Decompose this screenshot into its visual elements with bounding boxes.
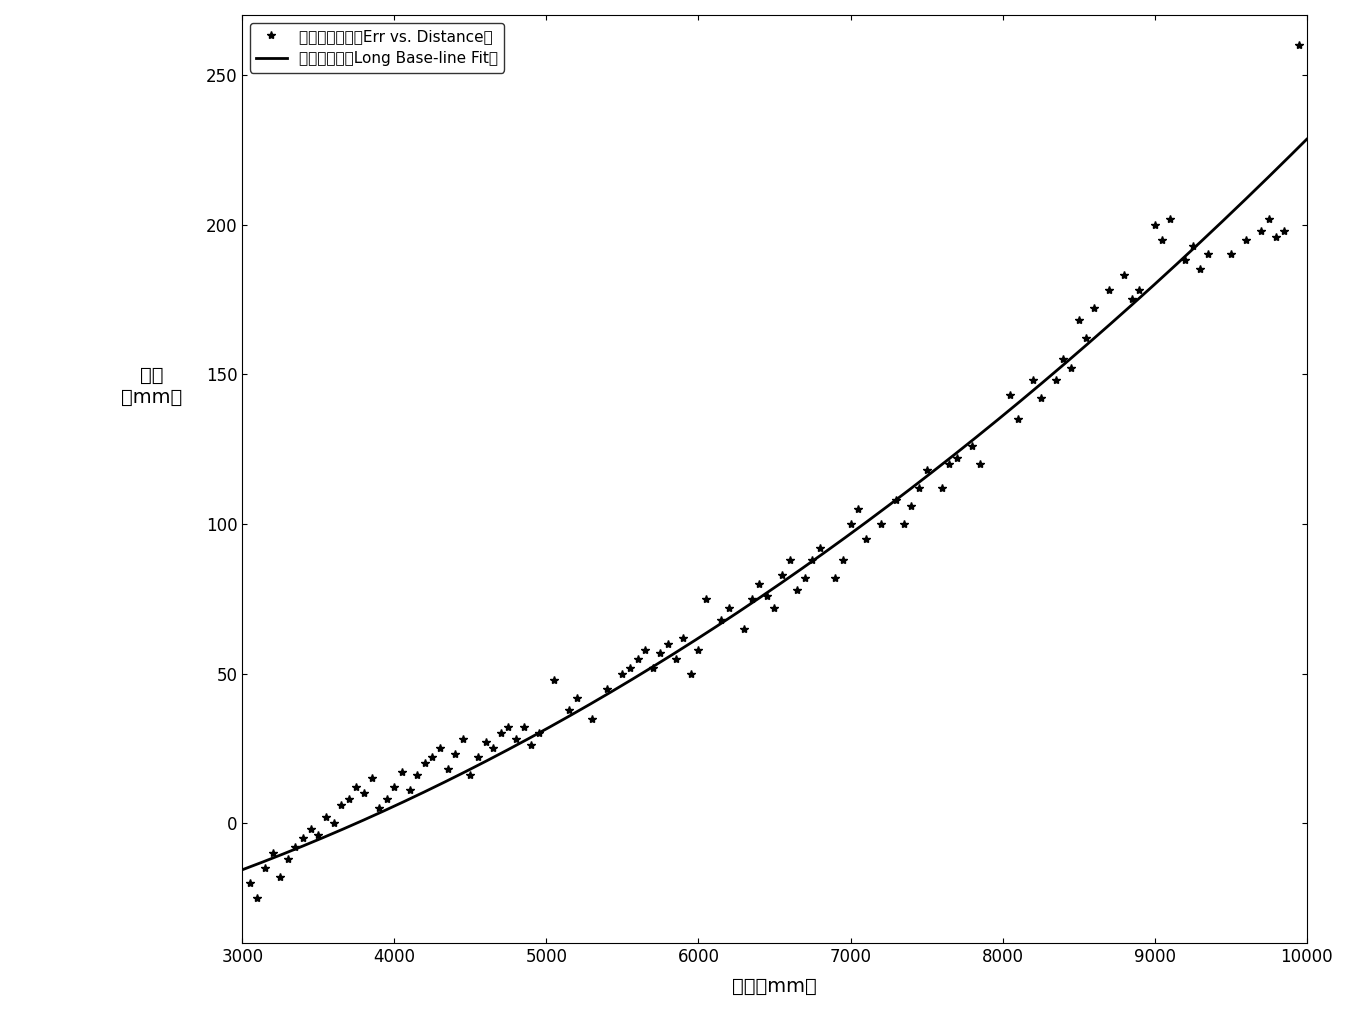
长基线拟合（Long Base-line Fit）	[1298, 133, 1314, 146]
距离测量误差（Err vs. Distance）	[1002, 389, 1018, 401]
距离测量误差（Err vs. Distance）	[280, 853, 297, 865]
距离测量误差（Err vs. Distance）	[272, 871, 288, 884]
距离测量误差（Err vs. Distance）	[241, 878, 257, 890]
距离测量误差（Err vs. Distance）	[1085, 302, 1101, 314]
长基线拟合（Long Base-line Fit）	[724, 611, 740, 623]
Text: 误差
（mm）: 误差 （mm）	[121, 366, 182, 406]
长基线拟合（Long Base-line Fit）	[288, 842, 305, 854]
距离测量误差（Err vs. Distance）	[523, 739, 539, 751]
Line: 距离测量误差（Err vs. Distance）: 距离测量误差（Err vs. Distance）	[245, 40, 1304, 902]
长基线拟合（Long Base-line Fit）	[1267, 164, 1283, 176]
X-axis label: 距离（mm）: 距离（mm）	[732, 977, 817, 996]
距离测量误差（Err vs. Distance）	[249, 892, 266, 904]
Legend: 距离测量误差（Err vs. Distance）, 长基线拟合（Long Base-line Fit）: 距离测量误差（Err vs. Distance）, 长基线拟合（Long Bas…	[249, 22, 504, 73]
长基线拟合（Long Base-line Fit）	[752, 591, 768, 604]
长基线拟合（Long Base-line Fit）	[1267, 165, 1283, 177]
长基线拟合（Long Base-line Fit）	[235, 863, 251, 876]
距离测量误差（Err vs. Distance）	[1291, 38, 1308, 51]
距离测量误差（Err vs. Distance）	[1200, 249, 1216, 261]
长基线拟合（Long Base-line Fit）	[1072, 344, 1088, 356]
Line: 长基线拟合（Long Base-line Fit）: 长基线拟合（Long Base-line Fit）	[243, 140, 1306, 869]
